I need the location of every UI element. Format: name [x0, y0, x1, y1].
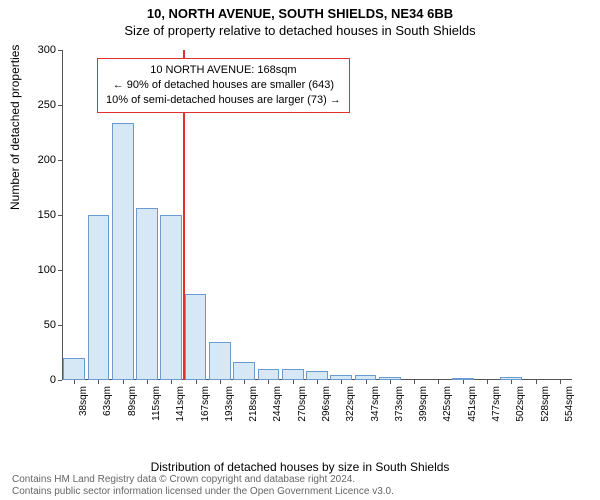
xtick-label: 244sqm [272, 386, 283, 422]
xtick-mark [560, 380, 561, 384]
histogram-bar [185, 294, 207, 380]
histogram-bar [258, 369, 280, 380]
xtick-label: 425sqm [442, 386, 453, 422]
histogram-bar [306, 371, 328, 380]
page-title: 10, NORTH AVENUE, SOUTH SHIELDS, NE34 6B… [0, 0, 600, 21]
annotation-line: 10 NORTH AVENUE: 168sqm [106, 63, 341, 78]
ytick-mark [58, 380, 62, 381]
histogram-plot: 10 NORTH AVENUE: 168sqm← 90% of detached… [62, 50, 572, 380]
xtick-mark [123, 380, 124, 384]
xtick-label: 399sqm [418, 386, 429, 422]
xtick-label: 554sqm [564, 386, 575, 422]
xtick-mark [536, 380, 537, 384]
histogram-bar [63, 358, 85, 380]
xtick-mark [341, 380, 342, 384]
xtick-label: 347sqm [370, 386, 381, 422]
xtick-mark [463, 380, 464, 384]
xtick-label: 373sqm [394, 386, 405, 422]
ytick-mark [58, 270, 62, 271]
xtick-mark [171, 380, 172, 384]
footer-line-1: Contains HM Land Registry data © Crown c… [12, 474, 394, 486]
xtick-mark [366, 380, 367, 384]
ytick-label: 0 [16, 374, 56, 386]
xtick-label: 115sqm [151, 386, 162, 421]
histogram-bar [88, 215, 110, 380]
xtick-mark [74, 380, 75, 384]
histogram-bar [136, 208, 158, 380]
xtick-mark [293, 380, 294, 384]
xtick-label: 193sqm [224, 386, 235, 422]
footer-line-2: Contains public sector information licen… [12, 486, 394, 498]
histogram-bar [233, 362, 255, 380]
ytick-mark [58, 215, 62, 216]
ytick-label: 50 [16, 319, 56, 331]
annotation-line: 10% of semi-detached houses are larger (… [106, 93, 341, 108]
x-axis-label: Distribution of detached houses by size … [0, 460, 600, 474]
xtick-label: 270sqm [297, 386, 308, 422]
xtick-mark [196, 380, 197, 384]
xtick-label: 477sqm [491, 386, 502, 422]
xtick-label: 322sqm [345, 386, 356, 422]
xtick-mark [317, 380, 318, 384]
xtick-label: 218sqm [248, 386, 259, 422]
xtick-mark [487, 380, 488, 384]
xtick-label: 451sqm [467, 386, 478, 422]
ytick-label: 200 [16, 154, 56, 166]
xtick-label: 38sqm [78, 386, 89, 416]
xtick-mark [98, 380, 99, 384]
xtick-mark [147, 380, 148, 384]
ytick-label: 250 [16, 99, 56, 111]
xtick-label: 167sqm [200, 386, 211, 422]
histogram-bar [209, 342, 231, 381]
xtick-label: 528sqm [540, 386, 551, 422]
ytick-mark [58, 50, 62, 51]
histogram-bar [160, 215, 182, 380]
footer-attribution: Contains HM Land Registry data © Crown c… [12, 474, 394, 498]
ytick-label: 150 [16, 209, 56, 221]
xtick-label: 502sqm [515, 386, 526, 422]
y-axis-line [62, 50, 63, 380]
ytick-label: 300 [16, 44, 56, 56]
xtick-mark [511, 380, 512, 384]
xtick-mark [414, 380, 415, 384]
annotation-box: 10 NORTH AVENUE: 168sqm← 90% of detached… [97, 58, 350, 113]
ytick-mark [58, 160, 62, 161]
xtick-label: 296sqm [321, 386, 332, 422]
y-axis-label: Number of detached properties [8, 45, 22, 210]
xtick-label: 89sqm [127, 386, 138, 416]
xtick-mark [268, 380, 269, 384]
xtick-mark [390, 380, 391, 384]
ytick-label: 100 [16, 264, 56, 276]
xtick-label: 63sqm [102, 386, 113, 416]
xtick-label: 141sqm [175, 386, 186, 422]
ytick-mark [58, 325, 62, 326]
histogram-bar [112, 123, 134, 380]
ytick-mark [58, 105, 62, 106]
xtick-mark [220, 380, 221, 384]
annotation-line: ← 90% of detached houses are smaller (64… [106, 78, 341, 93]
page-subtitle: Size of property relative to detached ho… [0, 21, 600, 38]
histogram-bar [282, 369, 304, 380]
xtick-mark [244, 380, 245, 384]
xtick-mark [438, 380, 439, 384]
